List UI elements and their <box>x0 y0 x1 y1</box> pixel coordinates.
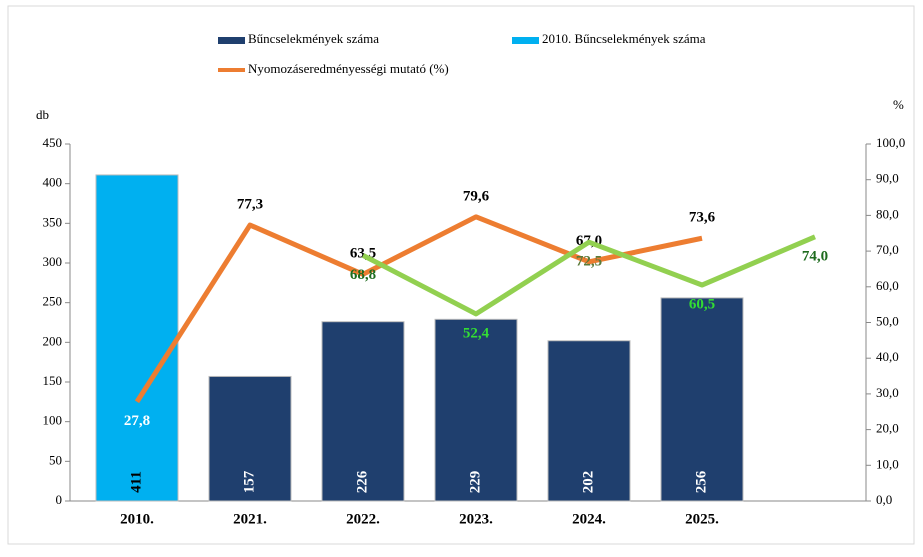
y-tick-label: 50 <box>49 452 62 467</box>
y-tick-label: 200 <box>43 333 63 348</box>
bar-value-label: 202 <box>580 471 596 494</box>
y2-tick-label: 80,0 <box>876 206 899 221</box>
y-tick-label: 150 <box>43 373 63 388</box>
y2-tick-label: 70,0 <box>876 242 899 257</box>
y2-tick-label: 60,0 <box>876 278 899 293</box>
line-value-label: 79,6 <box>463 188 490 204</box>
y2-tick-label: 40,0 <box>876 349 899 364</box>
line-value-label: 72,5 <box>576 254 602 270</box>
y-axis-label: db <box>36 107 49 122</box>
y-tick-label: 400 <box>43 175 63 190</box>
x-tick-label: 2023. <box>459 511 493 527</box>
legend-swatch <box>218 37 245 44</box>
y-tick-label: 250 <box>43 294 63 309</box>
y2-axis-label: % <box>893 97 904 112</box>
x-tick-label: 2022. <box>346 511 380 527</box>
line-value-label: 68,8 <box>350 267 376 283</box>
bar-value-label: 157 <box>241 470 257 493</box>
y2-tick-label: 100,0 <box>876 135 905 150</box>
y-tick-label: 350 <box>43 214 63 229</box>
line-value-label: 60,5 <box>689 296 715 312</box>
y2-tick-label: 50,0 <box>876 313 899 328</box>
line-value-label: 73,6 <box>689 210 716 226</box>
line-value-label: 74,0 <box>802 248 828 264</box>
x-tick-label: 2024. <box>572 511 606 527</box>
legend-label: Bűncselekmények száma <box>248 31 379 46</box>
y-tick-label: 450 <box>43 135 63 150</box>
page: {"chart_data": { "type": "bar-line", "ca… <box>0 0 923 557</box>
y-tick-label: 100 <box>43 413 63 428</box>
y2-tick-label: 0,0 <box>876 492 892 507</box>
bar-value-label: 226 <box>354 470 370 493</box>
y-tick-label: 0 <box>56 492 63 507</box>
y-tick-label: 300 <box>43 254 63 269</box>
legend-label: 2010. Bűncselekmények száma <box>542 31 706 46</box>
legend-label: Nyomozáseredményességi mutató (%) <box>248 61 449 76</box>
x-tick-label: 2021. <box>233 511 267 527</box>
y2-tick-label: 90,0 <box>876 171 899 186</box>
bar-value-label: 411 <box>128 471 144 493</box>
legend-swatch <box>512 37 539 44</box>
x-tick-label: 2025. <box>685 511 719 527</box>
x-tick-label: 2010. <box>120 511 154 527</box>
bar <box>96 175 178 501</box>
chart: db % 0 50 100 150 200 250 300 350 400 450 0,0 10,0 2… <box>0 0 923 552</box>
line-value-label: 27,8 <box>124 413 150 429</box>
bar-value-label: 229 <box>467 471 483 494</box>
line-value-label: 77,3 <box>237 196 263 212</box>
bar <box>661 298 743 501</box>
line-value-label: 52,4 <box>463 325 490 341</box>
y2-tick-label: 10,0 <box>876 456 899 471</box>
y2-tick-label: 30,0 <box>876 385 899 400</box>
bar-value-label: 256 <box>693 470 709 493</box>
y2-tick-label: 20,0 <box>876 421 899 436</box>
